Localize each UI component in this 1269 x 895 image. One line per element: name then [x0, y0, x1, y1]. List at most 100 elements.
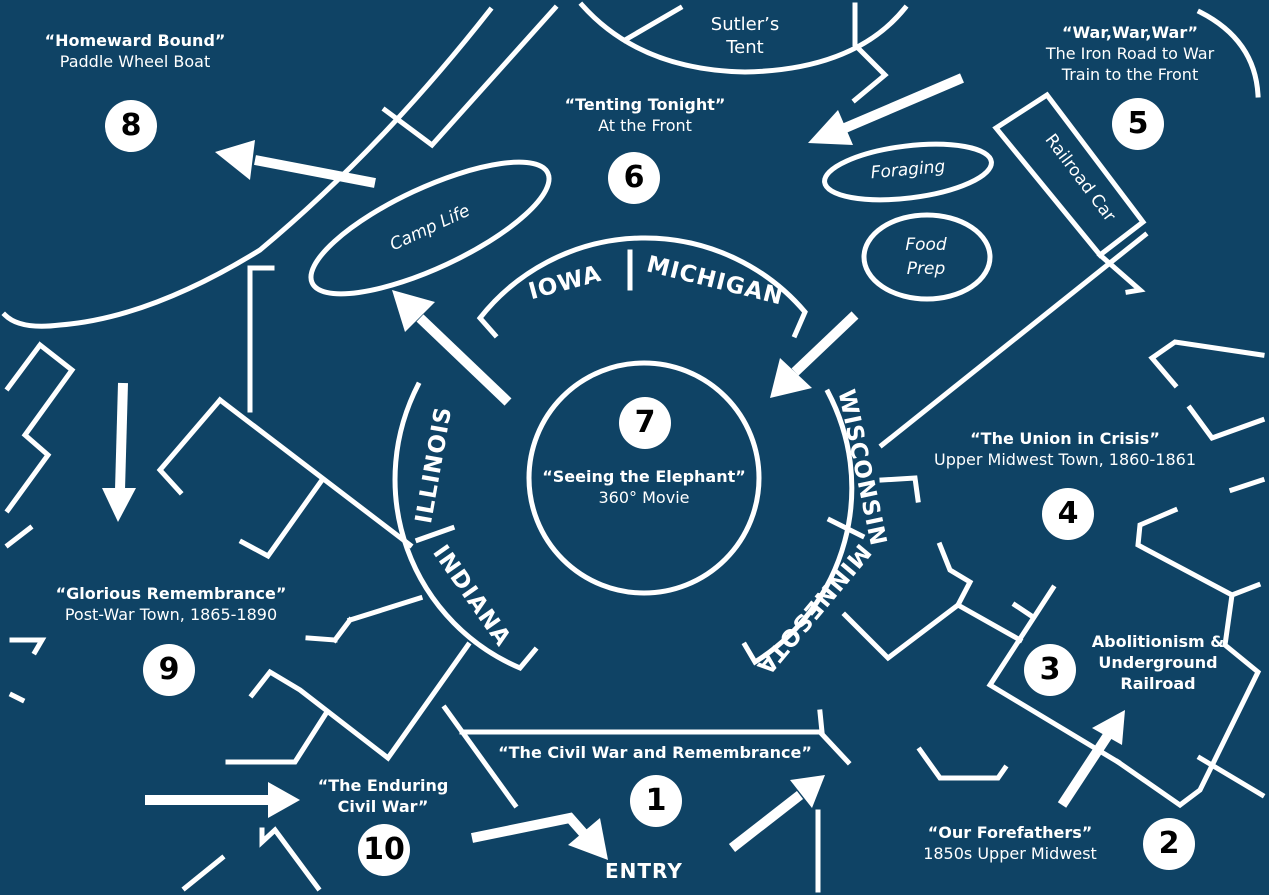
arrow-to-homeward-bound	[215, 140, 376, 188]
ring-north-wall	[476, 235, 808, 339]
room9-diagonal-wall	[216, 396, 414, 549]
exhibit-5-label: “War,War,War” The Iron Road to War Train…	[1020, 22, 1240, 85]
room9-inner-wall	[238, 476, 326, 560]
entry-label: ENTRY	[605, 859, 683, 883]
room3-entry-wall	[841, 601, 962, 662]
exhibit-8-title: “Homeward Bound”	[44, 31, 226, 50]
exhibit-9-number-badge[interactable]: 9	[143, 644, 195, 696]
room10-wall	[259, 826, 322, 892]
exhibit-8-number-badge[interactable]: 8	[105, 100, 157, 152]
arrow-to-enduring-civil-war	[145, 782, 300, 818]
food-prep-ellipse	[861, 212, 993, 302]
exhibit-4-title: “The Union in Crisis”	[970, 429, 1160, 448]
exhibit-2-label: “Our Forefathers” 1850s Upper Midwest	[905, 822, 1115, 864]
exhibit-5-subtitle-2: Train to the Front	[1061, 65, 1199, 84]
exhibit-2-number-badge[interactable]: 2	[1143, 818, 1195, 870]
railroad-car-outline	[992, 91, 1147, 259]
room4-top-wall	[1148, 339, 1265, 389]
arrow-to-seeing-the-elephant	[770, 311, 859, 398]
arrow-to-tenting-tonight	[808, 73, 964, 145]
exhibit-1-title: “The Civil War and Remembrance”	[498, 743, 812, 762]
room9-door-wall	[156, 396, 224, 496]
exhibit-6-label: “Tenting Tonight” At the Front	[540, 94, 750, 136]
exhibit-2-subtitle: 1850s Upper Midwest	[923, 844, 1097, 863]
exhibit-7-subtitle: 360° Movie	[598, 488, 690, 507]
entry-left-wall	[441, 704, 519, 809]
arrow-to-civil-war-remembrance	[728, 775, 825, 852]
illinois-indiana-divider	[414, 524, 456, 544]
room2-bench-wall	[916, 746, 1009, 781]
exhibit-8-subtitle: Paddle Wheel Boat	[59, 52, 211, 71]
room3-stub-wall	[1011, 601, 1034, 619]
foraging-ellipse	[822, 141, 994, 203]
room3-left-wall	[986, 584, 1122, 766]
arrow-to-camp-life	[392, 290, 512, 406]
room4-right-wall	[1186, 404, 1266, 441]
camp-life-ellipse	[308, 159, 552, 297]
exhibit-6-title: “Tenting Tonight”	[564, 95, 726, 114]
exhibit-6-number-badge[interactable]: 6	[608, 152, 660, 204]
exhibit-3-title: Abolitionism & Underground Railroad	[1091, 632, 1225, 693]
room3-upper-wall	[936, 541, 1024, 644]
room2-wall	[1196, 754, 1266, 799]
arrow-to-glorious-remembrance	[102, 382, 136, 522]
left-outer-stub	[4, 524, 34, 549]
exhibit-10-number-badge[interactable]: 10	[358, 824, 410, 876]
room9-partition-stub	[305, 635, 338, 643]
exhibit-6-subtitle: At the Front	[598, 116, 692, 135]
arrow-into-entry	[471, 812, 608, 860]
exhibit-3-label: Abolitionism & Underground Railroad	[1078, 631, 1238, 694]
visitor-flow-arrows	[102, 73, 1125, 860]
exhibit-4-label: “The Union in Crisis” Upper Midwest Town…	[915, 428, 1215, 470]
left-outer-wall	[4, 341, 76, 514]
exhibit-8-label: “Homeward Bound” Paddle Wheel Boat	[30, 30, 240, 72]
corner-wall	[1196, 8, 1261, 98]
room9-partition-wall	[331, 594, 424, 644]
tent-side-wall	[851, 2, 889, 104]
exhibit-9-title: “Glorious Remembrance”	[55, 584, 287, 603]
exhibit-3-number-badge[interactable]: 3	[1024, 644, 1076, 696]
exhibit-4-subtitle: Upper Midwest Town, 1860-1861	[933, 450, 1196, 469]
boat-dock-wall	[381, 4, 559, 149]
exhibit-9-label: “Glorious Remembrance” Post-War Town, 18…	[40, 583, 302, 625]
ring-east-wall	[741, 388, 855, 666]
wisconsin-minnesota-divider	[826, 516, 866, 540]
sutlers-tent-label: Sutler’s Tent	[710, 14, 780, 58]
room3-right-wall	[1114, 592, 1262, 809]
entry-hall-post	[817, 709, 825, 735]
train-track-wall	[878, 231, 1149, 449]
railroad-platform	[1096, 251, 1146, 295]
exhibit-10-title: “The Enduring Civil War”	[317, 776, 449, 816]
exhibit-1-label: “The Civil War and Remembrance”	[480, 742, 830, 763]
boat-wall	[1, 6, 494, 329]
exhibit-7-label: “Seeing the Elephant” 360° Movie	[534, 466, 754, 508]
sutlers-tent-inner-wall	[621, 4, 684, 44]
exhibit-5-number-badge[interactable]: 5	[1112, 98, 1164, 150]
food-prep-label: Food Prep	[905, 235, 947, 279]
exhibit-7-number-badge[interactable]: 7	[619, 397, 671, 449]
ring-west-wall	[392, 381, 539, 672]
room4-stub-wall	[1228, 476, 1266, 494]
room10-corner-wall	[181, 854, 226, 892]
exhibit-5-subtitle: The Iron Road to War	[1045, 44, 1215, 63]
room4-lower-wall	[1135, 506, 1262, 598]
exhibit-5-title: “War,War,War”	[1061, 23, 1199, 42]
room9-lower-wall	[248, 641, 472, 762]
exhibit-10-label: “The Enduring Civil War”	[308, 775, 458, 817]
left-outer-ledge	[9, 637, 47, 656]
exhibit-7-title: “Seeing the Elephant”	[542, 467, 746, 486]
arrow-to-abolitionism	[1057, 710, 1125, 808]
exhibit-9-subtitle: Post-War Town, 1865-1890	[64, 605, 278, 624]
movie-theater-circle	[526, 360, 762, 596]
room9-exit-wall	[225, 711, 329, 765]
exhibit-1-number-badge[interactable]: 1	[630, 775, 682, 827]
room4-door-wall	[879, 475, 921, 503]
left-outer-mark	[8, 691, 26, 704]
room9-top-post	[247, 265, 275, 413]
exhibit-2-title: “Our Forefathers”	[927, 823, 1093, 842]
exhibit-4-number-badge[interactable]: 4	[1042, 488, 1094, 540]
